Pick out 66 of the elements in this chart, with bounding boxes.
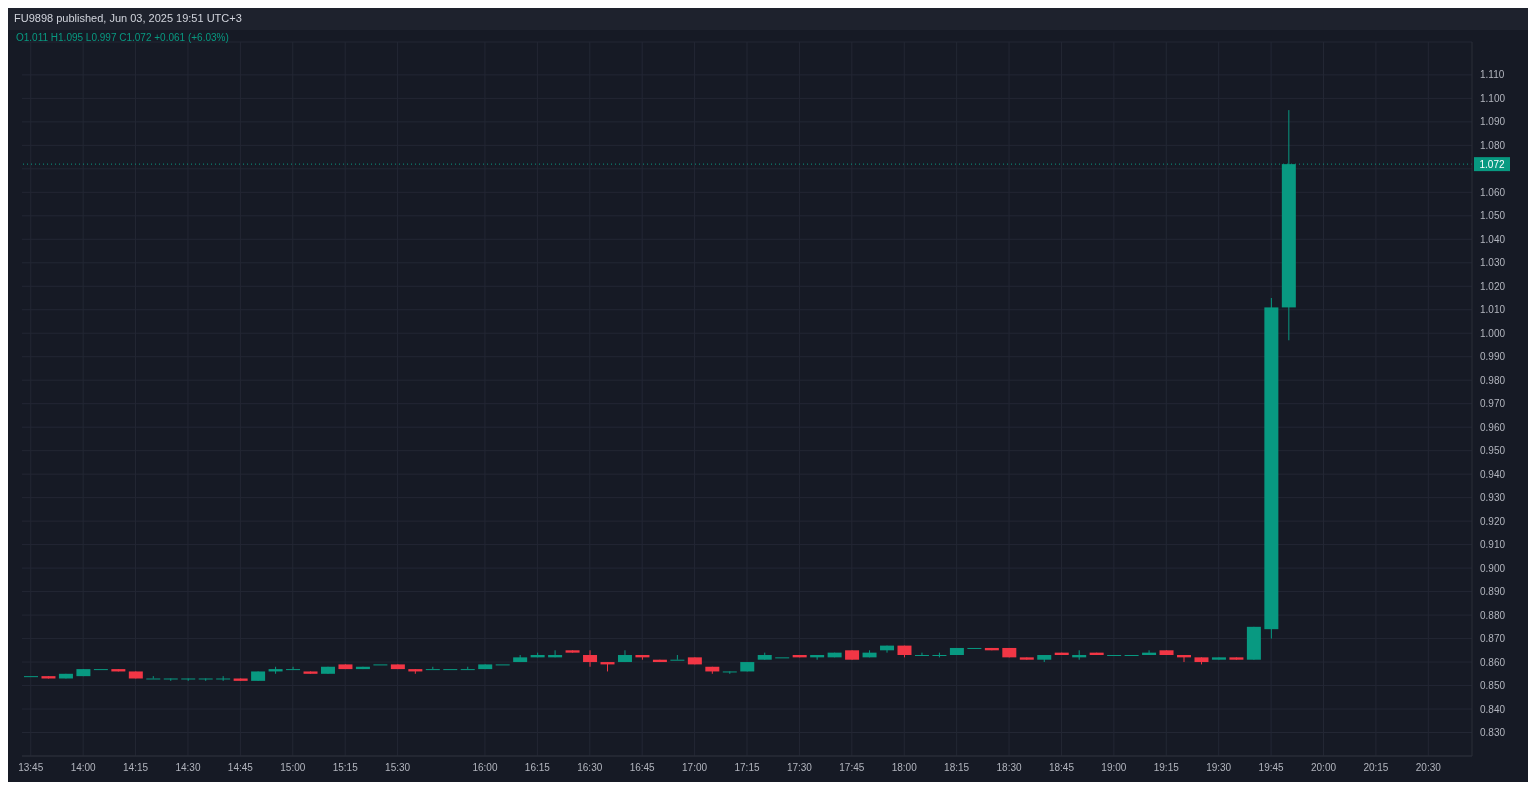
x-tick-label: 15:30: [385, 762, 411, 774]
y-tick-label: 0.950: [1480, 445, 1506, 457]
y-tick-label: 0.870: [1480, 633, 1506, 645]
y-tick-label: 1.040: [1480, 233, 1506, 245]
x-tick-label: 19:15: [1153, 762, 1180, 774]
x-tick-label: 18:00: [891, 762, 918, 774]
y-tick-label: 1.020: [1480, 280, 1506, 292]
candlestick: [583, 649, 598, 668]
x-tick-label: 19:00: [1101, 762, 1127, 774]
x-tick-label: 14:00: [70, 762, 97, 774]
y-tick-label: 0.900: [1480, 562, 1506, 574]
y-tick-label: 0.970: [1480, 398, 1506, 410]
x-tick-label: 17:45: [839, 762, 865, 774]
x-tick-label: 19:45: [1258, 762, 1285, 774]
y-tick-label: 0.840: [1480, 703, 1506, 715]
x-tick-label: 20:30: [1415, 762, 1442, 774]
x-tick-label: 20:00: [1310, 762, 1337, 774]
y-tick-label: 0.910: [1480, 539, 1506, 551]
y-tick-label: 1.050: [1480, 210, 1506, 222]
y-tick-label: 0.850: [1480, 680, 1506, 692]
x-tick-label: 15:15: [332, 762, 359, 774]
x-tick-label: 20:15: [1363, 762, 1389, 774]
y-tick-label: 1.060: [1480, 186, 1506, 198]
y-tick-label: 1.030: [1480, 257, 1506, 269]
candlestick: [670, 654, 685, 661]
ref-line-label: 1.072: [1479, 159, 1505, 171]
x-tick-label: 15:00: [280, 762, 306, 774]
candlestick: [722, 670, 737, 675]
y-tick-label: 1.080: [1480, 139, 1506, 151]
y-tick-label: 0.830: [1480, 727, 1506, 739]
y-tick-label: 1.000: [1480, 327, 1506, 339]
x-tick-label: 18:30: [996, 762, 1022, 774]
candlestick: [146, 675, 161, 680]
y-tick-label: 0.960: [1480, 421, 1506, 433]
y-tick-label: 0.860: [1480, 656, 1506, 668]
candlestick: [914, 652, 929, 657]
y-tick-label: 1.010: [1480, 304, 1506, 316]
x-tick-label: 19:30: [1206, 762, 1232, 774]
y-tick-label: 1.100: [1480, 92, 1506, 104]
candlestick: [425, 666, 440, 671]
candlestick: [286, 666, 301, 671]
y-tick-label: 0.890: [1480, 586, 1506, 598]
y-tick-label: 0.980: [1480, 374, 1506, 386]
y-tick-label: 0.990: [1480, 351, 1506, 363]
y-tick-label: 1.110: [1480, 69, 1505, 81]
x-tick-label: 16:45: [629, 762, 656, 774]
y-tick-label: 1.090: [1480, 116, 1506, 128]
y-tick-label: 0.940: [1480, 468, 1506, 480]
x-tick-label: 17:15: [734, 762, 760, 774]
chart-subtitle: O1.011 H1.095 L0.997 C1.072 +0.061 (+6.03%): [16, 32, 229, 43]
y-tick-label: 0.920: [1480, 515, 1506, 527]
x-tick-label: 18:15: [944, 762, 970, 774]
x-tick-label: 14:30: [175, 762, 201, 774]
x-tick-label: 18:45: [1048, 762, 1075, 774]
chart-title: FU9898 published, Jun 03, 2025 19:51 UTC+3: [8, 8, 1528, 30]
x-tick-label: 13:45: [18, 762, 44, 774]
candlestick: [460, 666, 475, 671]
x-tick-label: 16:15: [524, 762, 551, 774]
x-tick-label: 17:30: [786, 762, 813, 774]
x-tick-label: 17:00: [682, 762, 708, 774]
x-tick-label: 16:00: [472, 762, 498, 774]
x-tick-label: 14:45: [227, 762, 254, 774]
y-tick-label: 0.880: [1480, 609, 1506, 621]
y-tick-label: 0.930: [1480, 492, 1506, 504]
x-tick-label: 16:30: [577, 762, 603, 774]
x-tick-label: 14:15: [123, 762, 149, 774]
